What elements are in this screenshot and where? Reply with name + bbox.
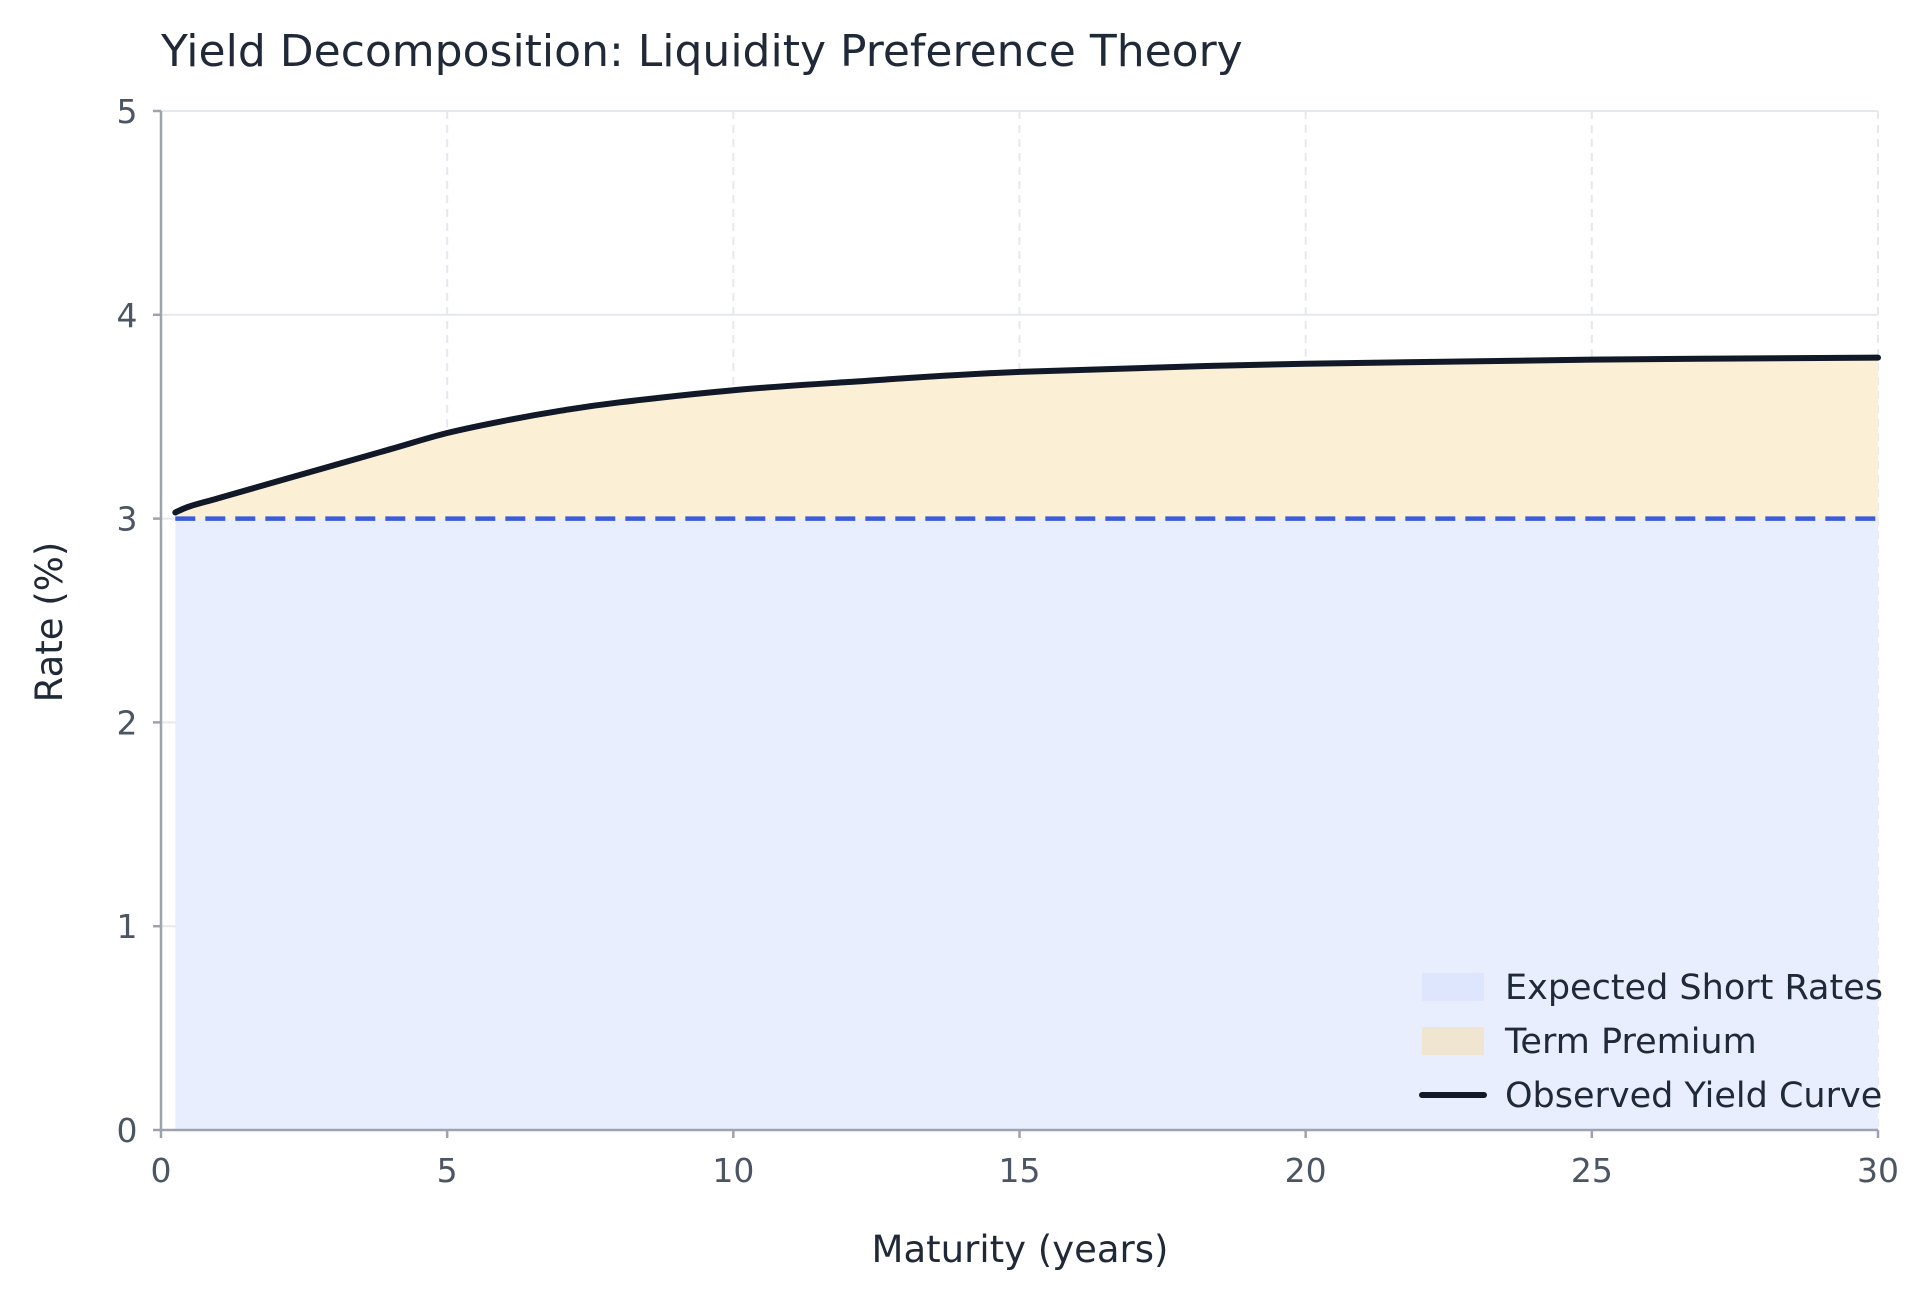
y-tick-label: 0 — [117, 1111, 138, 1150]
legend-label-observed-yield-curve: Observed Yield Curve — [1505, 1076, 1882, 1116]
tick-labels: 0 5 10 15 20 25 30 0 1 2 3 4 5 — [117, 92, 1900, 1190]
plot-lines — [172, 354, 1881, 521]
area-term-premium — [175, 357, 1878, 519]
legend: Expected Short Rates Term Premium Observ… — [1419, 968, 1883, 1116]
legend-label-expected-short-rates: Expected Short Rates — [1505, 968, 1883, 1008]
x-tick-label: 10 — [712, 1151, 754, 1190]
y-tick-label: 1 — [117, 907, 138, 946]
chart-title: Yield Decomposition: Liquidity Preferenc… — [160, 26, 1243, 77]
x-tick-label: 20 — [1285, 1151, 1327, 1190]
legend-swatch-expected-short-rates — [1422, 973, 1484, 1001]
x-tick-label: 25 — [1571, 1151, 1613, 1190]
y-axis-label: Rate (%) — [28, 542, 71, 703]
y-tick-label: 3 — [117, 500, 138, 539]
y-tick-label: 5 — [117, 92, 138, 131]
legend-label-term-premium: Term Premium — [1504, 1022, 1757, 1062]
x-tick-label: 15 — [999, 1151, 1041, 1190]
line-observed-yield-curve — [172, 354, 1881, 516]
x-tick-label: 5 — [437, 1151, 458, 1190]
legend-swatch-term-premium — [1422, 1027, 1484, 1055]
y-tick-label: 2 — [117, 703, 138, 742]
y-tick-label: 4 — [117, 296, 138, 335]
x-tick-label: 0 — [151, 1151, 172, 1190]
plot-areas — [175, 357, 1878, 1130]
x-tick-label: 30 — [1857, 1151, 1899, 1190]
x-axis-label: Maturity (years) — [872, 1228, 1169, 1271]
